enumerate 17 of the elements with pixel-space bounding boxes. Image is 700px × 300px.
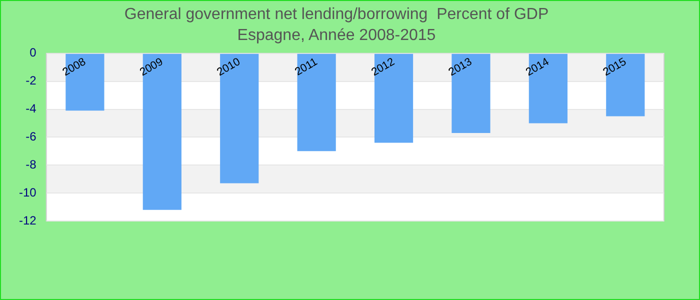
y-tick-label: -8 [26, 157, 37, 172]
y-tick-label: -10 [19, 185, 37, 200]
x-tick-label: 2012 [370, 56, 397, 79]
y-tick-label: -2 [26, 74, 37, 88]
chart-title: General government net lending/borrowing Percent of GDP [124, 6, 549, 24]
x-tick-label: 2015 [601, 56, 628, 79]
y-tick-label: -12 [19, 213, 37, 228]
x-tick-label: 2014 [524, 56, 552, 79]
chart-subtitle: Espagne, Année 2008-2015 [237, 27, 436, 44]
x-tick-label: 2013 [446, 56, 474, 79]
y-tick-label: -6 [26, 130, 37, 144]
y-tick-label: 0 [30, 46, 37, 60]
y-tick-label: -4 [26, 102, 37, 116]
x-tick-label: 2010 [215, 56, 242, 79]
x-tick-label: 2011 [293, 56, 320, 78]
x-tick-label: 2009 [138, 56, 166, 79]
x-tick-label: 2008 [60, 56, 88, 79]
